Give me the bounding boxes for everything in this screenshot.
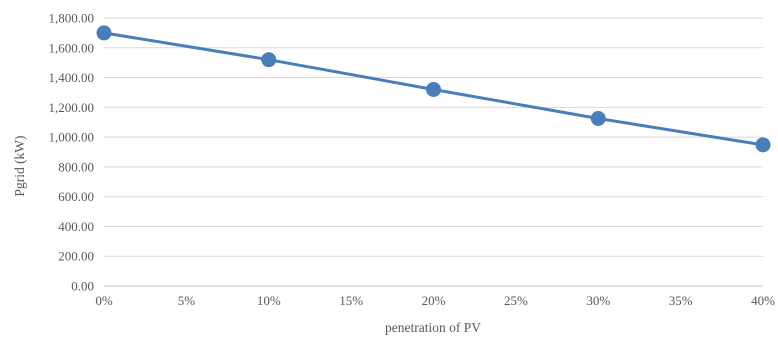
y-tick-label: 1,800.00: [49, 11, 95, 26]
data-point: [590, 111, 606, 126]
y-tick-label: 400.00: [58, 219, 94, 234]
x-tick-label: 20%: [422, 293, 446, 308]
y-tick-label: 0.00: [71, 279, 94, 294]
data-point: [426, 81, 441, 97]
y-tick-label: 600.00: [58, 189, 94, 204]
x-tick-label: 40%: [751, 293, 775, 308]
grid-lines: [104, 17, 763, 257]
data-point: [261, 52, 277, 68]
series-layer: [96, 25, 771, 153]
y-tick-labels: 0.00 200.00 400.00 600.00 800.00 1,000.00 1,20…: [49, 11, 95, 294]
y-tick-label: 1,200.00: [49, 100, 95, 115]
x-tick-label: 10%: [257, 293, 281, 308]
y-tick-label: 1,000.00: [49, 130, 95, 145]
x-tick-labels: 0% 5% 10% 15% 20% 25% 30% 35% 40%: [95, 293, 775, 308]
y-tick-label: 1,600.00: [49, 40, 95, 55]
y-axis-title: Pgrid (kW): [12, 135, 27, 196]
x-tick-label: 0%: [95, 293, 113, 308]
x-axis-title: penetration of PV: [385, 320, 481, 335]
x-tick-label: 35%: [669, 293, 693, 308]
y-tick-label: 1,400.00: [49, 70, 95, 85]
data-point: [96, 25, 112, 41]
y-tick-label: 200.00: [58, 249, 94, 264]
x-tick-label: 30%: [586, 293, 610, 308]
x-tick-label: 5%: [178, 293, 196, 308]
data-point: [755, 137, 771, 153]
y-tick-label: 800.00: [58, 159, 94, 174]
x-tick-label: 15%: [339, 293, 363, 308]
x-tick-label: 25%: [504, 293, 528, 308]
